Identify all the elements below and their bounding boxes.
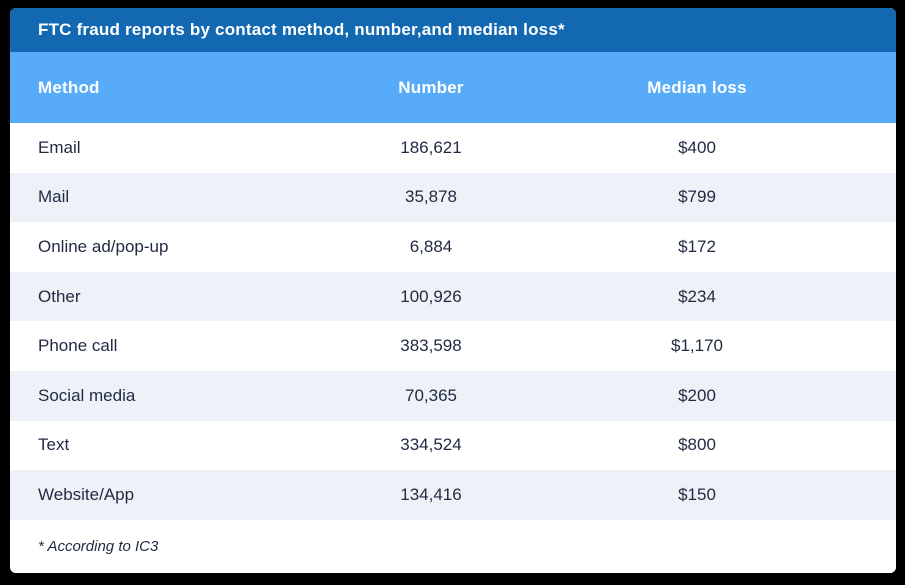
cell-number: 6,884 — [409, 236, 453, 256]
cell-number: 35,878 — [405, 187, 457, 207]
table-row: Phone call 383,598 $1,170 — [10, 321, 896, 371]
table-header-row: Method Number Median loss — [10, 52, 896, 123]
table-row: Website/App 134,416 $150 — [10, 470, 896, 520]
cell-method: Website/App — [38, 484, 135, 504]
table-row: Email 186,621 $400 — [10, 123, 896, 173]
cell-median-loss: $200 — [678, 385, 716, 405]
cell-method: Text — [38, 435, 70, 455]
table-row: Text 334,524 $800 — [10, 420, 896, 471]
footnote-row: * According to IC3 — [10, 519, 896, 573]
table-row: Social media 70,365 $200 — [10, 370, 896, 421]
cell-median-loss: $400 — [678, 137, 716, 157]
cell-median-loss: $1,170 — [671, 336, 723, 356]
footnote-text: * According to IC3 — [38, 537, 159, 555]
column-header-number: Number — [398, 77, 464, 97]
fraud-report-card: FTC fraud reports by contact method, num… — [10, 8, 896, 573]
cell-method: Social media — [38, 385, 136, 405]
cell-method: Other — [38, 286, 81, 306]
cell-method: Email — [38, 137, 81, 157]
cell-median-loss: $150 — [678, 484, 716, 504]
cell-number: 70,365 — [405, 385, 457, 405]
cell-method: Online ad/pop-up — [38, 236, 169, 256]
table-row: Mail 35,878 $799 — [10, 172, 896, 223]
cell-method: Phone call — [38, 336, 118, 356]
cell-number: 334,524 — [400, 435, 462, 455]
cell-number: 134,416 — [400, 484, 462, 504]
table-row: Online ad/pop-up 6,884 $172 — [10, 222, 896, 272]
cell-number: 100,926 — [400, 286, 462, 306]
cell-number: 383,598 — [400, 336, 462, 356]
cell-method: Mail — [38, 187, 70, 207]
page-title: FTC fraud reports by contact method, num… — [38, 20, 565, 39]
cell-median-loss: $799 — [678, 187, 716, 207]
cell-number: 186,621 — [400, 137, 462, 157]
table-row: Other 100,926 $234 — [10, 271, 896, 322]
column-header-median-loss: Median loss — [647, 77, 747, 97]
table-body: Email 186,621 $400 Mail 35,878 $799 Online ad/… — [10, 123, 896, 520]
column-header-method: Method — [38, 77, 100, 97]
title-bar: FTC fraud reports by contact method, num… — [10, 8, 896, 52]
cell-median-loss: $172 — [678, 236, 716, 256]
cell-median-loss: $800 — [678, 435, 716, 455]
cell-median-loss: $234 — [678, 286, 716, 306]
